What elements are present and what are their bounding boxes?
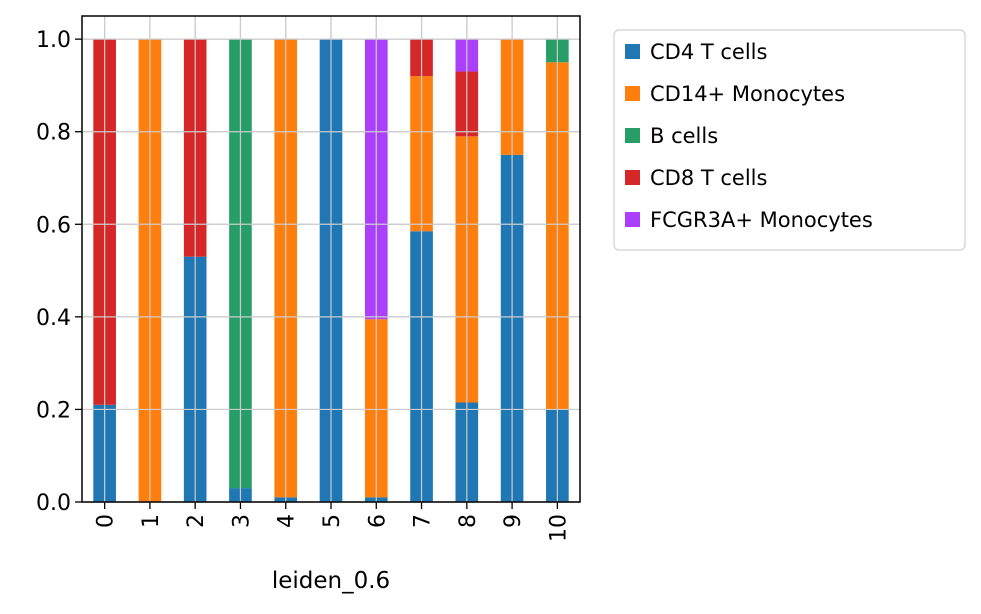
legend-swatch — [625, 44, 640, 59]
legend-box — [613, 29, 966, 251]
x-tick-label: 7 — [411, 514, 436, 528]
legend: CD4 T cells CD14+ Monocytes B cells CD8 T c… — [613, 29, 966, 251]
legend-label: CD14+ Monocytes — [650, 82, 845, 106]
x-tick-label: 9 — [501, 514, 526, 528]
y-tick-label: 0.2 — [36, 398, 71, 423]
legend-label: FCGR3A+ Monocytes — [650, 208, 873, 232]
x-tick-label: 10 — [546, 514, 571, 542]
legend-swatch — [625, 170, 640, 185]
x-tick-label: 6 — [365, 514, 390, 528]
y-axis: 0.0 0.2 0.4 0.6 0.8 1.0 — [36, 28, 82, 516]
y-tick-label: 0.0 — [36, 491, 71, 516]
x-tick-label: 5 — [320, 514, 345, 528]
legend-label: CD8 T cells — [650, 166, 767, 190]
legend-swatch — [625, 128, 640, 143]
x-tick-label: 2 — [184, 514, 209, 528]
legend-label: CD4 T cells — [650, 40, 767, 64]
x-axis-label: leiden_0.6 — [272, 568, 390, 594]
legend-swatch — [625, 86, 640, 101]
x-tick-label: 1 — [139, 514, 164, 528]
x-axis: 0 1 2 3 4 5 6 7 8 9 10 — [94, 502, 571, 542]
y-tick-label: 0.8 — [36, 121, 71, 146]
x-tick-label: 4 — [275, 514, 300, 528]
y-tick-label: 0.6 — [36, 213, 71, 238]
y-tick-label: 1.0 — [36, 28, 71, 53]
legend-label: B cells — [650, 124, 718, 148]
x-tick-label: 0 — [94, 514, 119, 528]
x-tick-label: 8 — [456, 514, 481, 528]
y-tick-label: 0.4 — [36, 306, 71, 331]
legend-swatch — [625, 212, 640, 227]
x-tick-label: 3 — [229, 514, 254, 528]
